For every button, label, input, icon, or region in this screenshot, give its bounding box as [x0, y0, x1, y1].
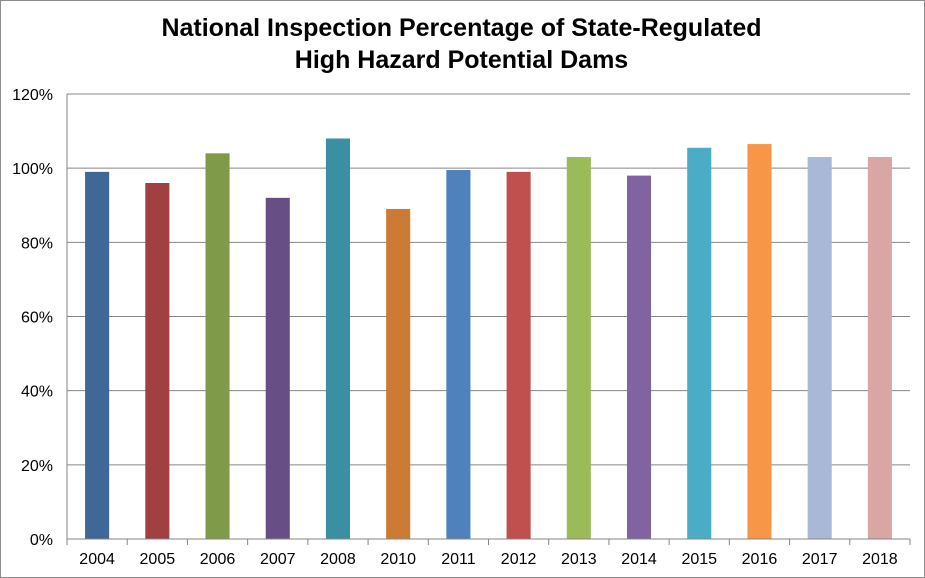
x-tick-label: 2016 [742, 551, 778, 568]
bar-2014 [626, 175, 652, 540]
chart-title-line-1: National Inspection Percentage of State-… [161, 14, 762, 42]
bar-2004 [85, 171, 110, 539]
bar-2017 [807, 157, 832, 539]
x-axis-ticks: 2004 2005 2006 2007 2008 2010 2011 2012 2013 2014… [66, 538, 911, 568]
y-tick-label: 0% [30, 532, 53, 549]
x-tick-label: 2017 [802, 551, 838, 568]
x-tick-label: 2010 [380, 551, 416, 568]
bar-2007 [265, 197, 290, 540]
bar-2006 [205, 153, 230, 540]
bar-2005 [145, 183, 170, 539]
gridlines [66, 93, 910, 540]
x-tick-label: 2011 [441, 551, 476, 568]
chart-title: National Inspection Percentage of State-… [0, 12, 923, 76]
x-tick-label: 2012 [501, 551, 537, 568]
x-tick-label: 2014 [621, 551, 657, 568]
x-tick-label: 2007 [260, 551, 296, 568]
bars [85, 138, 892, 540]
y-tick-label: 100% [12, 161, 53, 178]
x-tick-label: 2004 [79, 551, 115, 568]
bar-2010 [386, 208, 411, 540]
bar-2018 [867, 157, 892, 539]
y-tick-label: 120% [12, 87, 53, 104]
y-tick-label: 20% [21, 458, 53, 475]
bar-2016 [747, 144, 772, 539]
y-tick-label: 40% [21, 384, 53, 401]
y-tick-label: 80% [21, 235, 53, 252]
x-tick-label: 2005 [140, 551, 176, 568]
x-tick-label: 2018 [862, 551, 898, 568]
y-tick-label: 60% [21, 310, 53, 327]
bar-2012 [506, 171, 531, 539]
bar-2013 [566, 157, 591, 539]
x-tick-label: 2013 [561, 551, 597, 568]
bar-2015 [687, 147, 712, 540]
y-axis-ticks: 0% 20% 40% 60% 80% 100% 120% [12, 87, 53, 549]
x-tick-label: 2008 [320, 551, 356, 568]
x-tick-label: 2015 [681, 551, 717, 568]
chart-title-line-2: High Hazard Potential Dams [294, 46, 629, 74]
x-tick-label: 2006 [200, 551, 236, 568]
bar-2008 [325, 138, 351, 539]
bar-2011 [446, 170, 471, 540]
